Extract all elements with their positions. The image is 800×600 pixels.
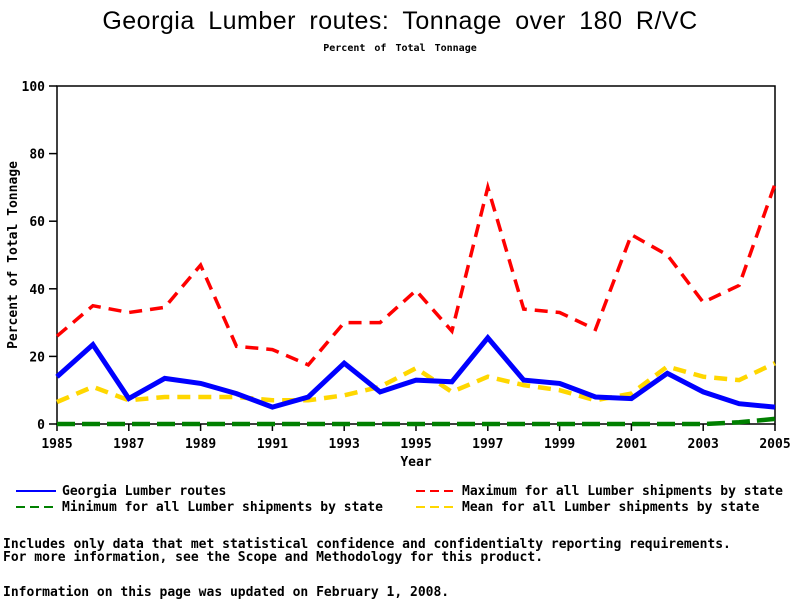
y-axis-tick-label: 60 — [29, 215, 45, 230]
legend-item-minimum: Minimum for all Lumber shipments by stat… — [16, 499, 383, 515]
footnote-methodology: For more information, see the Scope and … — [3, 550, 544, 565]
legend-swatch-dashed-line — [16, 506, 56, 508]
legend-swatch-solid-line — [16, 490, 56, 492]
footnote-confidence: Includes only data that met statistical … — [3, 537, 731, 552]
series-line-1 — [55, 180, 777, 368]
y-axis-tick-label: 0 — [37, 418, 45, 433]
y-axis-tick-label: 80 — [29, 148, 45, 163]
x-axis-tick-label: 1995 — [400, 437, 431, 452]
line-chart-plot: 0 20 40 60 80 100 1985 1987 1989 1991 1993 1995 1997… — [6, 80, 791, 470]
x-axis-tick-label: 2001 — [616, 437, 647, 452]
x-axis-title: Year — [400, 455, 431, 470]
series-line-2 — [57, 416, 776, 427]
x-axis-tick-label: 1999 — [544, 437, 575, 452]
legend-item-maximum: Maximum for all Lumber shipments by stat… — [416, 483, 783, 499]
legend-label: Mean for all Lumber shipments by state — [462, 499, 760, 515]
y-axis-title: Percent of Total Tonnage — [6, 161, 21, 349]
x-axis-tick-label: 2005 — [759, 437, 790, 452]
y-axis-tick-label: 100 — [22, 80, 46, 95]
legend-item-mean: Mean for all Lumber shipments by state — [416, 499, 760, 515]
footnote-updated-date: Information on this page was updated on … — [3, 585, 450, 600]
legend-label: Georgia Lumber routes — [62, 483, 227, 499]
x-axis-tick-label: 1993 — [329, 437, 360, 452]
x-axis-tick-label: 1989 — [185, 437, 216, 452]
x-axis-tick-label: 2003 — [688, 437, 719, 452]
legend-label: Maximum for all Lumber shipments by stat… — [462, 483, 783, 499]
y-axis-tick-label: 40 — [29, 283, 45, 298]
chart-subtitle: Percent of Total Tonnage — [323, 43, 477, 54]
x-axis-tick-label: 1987 — [113, 437, 144, 452]
x-axis-tick-label: 1997 — [472, 437, 503, 452]
chart-title: Georgia Lumber routes: Tonnage over 180 … — [102, 7, 698, 35]
legend-item-georgia-lumber-routes: Georgia Lumber routes — [16, 483, 227, 499]
x-axis-tick-label: 1985 — [41, 437, 72, 452]
x-axis-tick-label: 1991 — [257, 437, 288, 452]
legend-swatch-dashed-line — [416, 506, 456, 508]
legend-label: Minimum for all Lumber shipments by stat… — [62, 499, 383, 515]
y-axis-tick-label: 20 — [29, 350, 45, 365]
legend-swatch-dashed-line — [416, 490, 456, 492]
series-line-0 — [55, 333, 776, 410]
